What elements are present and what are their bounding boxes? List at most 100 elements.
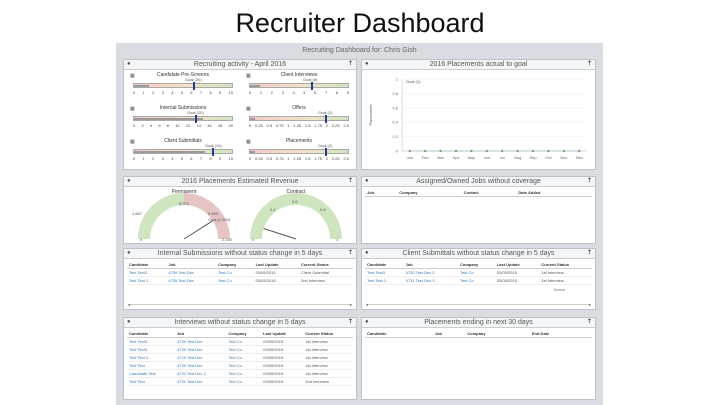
table-row[interactable]: Candidate Test 4730 Test Dev 2 Test Co 03/0… bbox=[127, 369, 353, 378]
table-link[interactable]: Test Test bbox=[127, 361, 175, 370]
table-link[interactable]: Test Co bbox=[226, 353, 262, 362]
table-link[interactable]: 4729 Test Dev bbox=[174, 353, 227, 362]
pin-icon[interactable]: ● bbox=[127, 61, 131, 67]
arrow-up-icon[interactable]: ⇡ bbox=[347, 319, 353, 325]
column-header[interactable]: Job bbox=[403, 261, 459, 269]
data-point bbox=[578, 149, 581, 153]
table-link[interactable]: Test Test 4 bbox=[127, 353, 175, 362]
column-header[interactable]: Candidate bbox=[365, 330, 433, 338]
column-header[interactable]: Contact bbox=[461, 189, 517, 197]
table-link[interactable]: Test Co bbox=[226, 377, 262, 386]
gauge-track bbox=[133, 148, 233, 156]
column-header[interactable]: Candidate bbox=[365, 261, 404, 269]
column-header[interactable]: Current Status bbox=[303, 330, 353, 338]
table-link[interactable]: Test Test bbox=[127, 377, 175, 386]
arrow-up-icon[interactable]: ⇡ bbox=[586, 250, 592, 256]
table-link[interactable]: Test Test3 bbox=[127, 345, 175, 354]
table-link[interactable]: Test Co bbox=[226, 369, 262, 378]
column-header[interactable]: Last Update bbox=[494, 261, 540, 269]
column-header[interactable]: Company bbox=[458, 261, 495, 269]
pin-icon[interactable]: ● bbox=[365, 61, 369, 67]
table-link[interactable]: Candidate Test bbox=[127, 369, 175, 378]
column-header[interactable]: Job bbox=[365, 189, 398, 197]
table-cell: 1st Interview bbox=[303, 361, 353, 370]
pin-icon[interactable]: ● bbox=[365, 178, 369, 184]
table-link[interactable]: Test Test3 bbox=[127, 268, 167, 277]
column-header[interactable]: End Date bbox=[529, 330, 592, 338]
table-link[interactable]: Test Co bbox=[216, 268, 254, 277]
column-header[interactable]: Candidate bbox=[127, 330, 175, 338]
column-header[interactable]: Current Status bbox=[539, 261, 592, 269]
column-header[interactable]: Company bbox=[465, 330, 530, 338]
table-link[interactable]: 4739 Test Dev bbox=[174, 337, 227, 346]
table-link[interactable]: 4739 Test Dev bbox=[166, 268, 217, 277]
column-header[interactable]: Company bbox=[226, 330, 262, 338]
table-link[interactable]: Test Co bbox=[458, 276, 495, 285]
gauge-goal-marker bbox=[212, 148, 215, 156]
column-header[interactable]: Current Status bbox=[298, 261, 353, 269]
gauge-icon[interactable]: ▦ bbox=[130, 139, 135, 145]
gauge-icon[interactable]: ▦ bbox=[246, 139, 251, 145]
arrow-up-icon[interactable]: ⇡ bbox=[586, 178, 592, 184]
arrow-up-icon[interactable]: ⇡ bbox=[586, 61, 592, 67]
table-link[interactable]: 4731 Test Dev 3 bbox=[403, 276, 459, 285]
gauge-icon[interactable]: ▦ bbox=[130, 106, 135, 112]
column-header[interactable]: Last Update bbox=[261, 330, 304, 338]
table-link[interactable]: Test Co bbox=[216, 276, 254, 285]
table-link[interactable]: 4731 Test Dev bbox=[174, 377, 227, 386]
table-cell: 03/05/2015 bbox=[261, 337, 304, 346]
x-tick-label: Aug bbox=[514, 155, 521, 160]
dashboard-title: Recruiting Dashboard for: Chris Gish bbox=[302, 47, 417, 54]
table-link[interactable]: Test Co bbox=[226, 361, 262, 370]
pin-icon[interactable]: ● bbox=[127, 250, 131, 256]
table-row[interactable]: Test Test3 4739 Test Dev Test Co 03/05/2015… bbox=[127, 345, 353, 354]
gauge-icon[interactable]: ▦ bbox=[246, 73, 251, 79]
table-row[interactable]: Test Test3 4739 Test Dev Test Co 03/05/2015… bbox=[127, 268, 353, 277]
table-link[interactable]: Test Test3 bbox=[127, 337, 175, 346]
column-header[interactable]: Last Update bbox=[253, 261, 299, 269]
gauge-icon[interactable]: ▦ bbox=[246, 106, 251, 112]
table-row[interactable]: Test Test3 4730 Test Dev 2 Test Co 03/05/20… bbox=[365, 268, 592, 277]
column-header[interactable]: Company bbox=[397, 189, 462, 197]
table-link[interactable]: 4730 Test Dev 2 bbox=[403, 268, 459, 277]
column-header[interactable]: Job bbox=[432, 330, 466, 338]
pin-icon[interactable]: ● bbox=[127, 319, 131, 325]
column-header[interactable]: Date Added bbox=[516, 189, 592, 197]
arrow-up-icon[interactable]: ⇡ bbox=[586, 319, 592, 325]
table-link[interactable]: 4739 Test Dev bbox=[166, 276, 217, 285]
table-link[interactable]: Test Co bbox=[226, 345, 262, 354]
table-row[interactable]: Test Test 4731 Test Dev Test Co 03/05/2015 2… bbox=[127, 377, 353, 386]
table-link[interactable]: 4739 Test Dev bbox=[174, 361, 227, 370]
arrow-up-icon[interactable]: ⇡ bbox=[347, 250, 353, 256]
horizontal-scrollbar[interactable]: ◂ ▸ bbox=[366, 302, 591, 307]
table-link[interactable]: Test Co bbox=[226, 337, 262, 346]
pin-icon[interactable]: ● bbox=[127, 178, 131, 184]
pin-icon[interactable]: ● bbox=[365, 250, 369, 256]
pin-icon[interactable]: ● bbox=[365, 319, 369, 325]
table-row[interactable]: Test Test 1 4731 Test Dev 3 Test Co 03/05/2… bbox=[365, 276, 592, 285]
status-note: Seeee bbox=[553, 287, 565, 292]
x-tick-label: Nov bbox=[560, 155, 567, 160]
horizontal-scrollbar[interactable]: ◂ ▸ bbox=[128, 302, 352, 307]
column-header[interactable]: Job bbox=[166, 261, 217, 269]
table-row[interactable]: Test Test3 4739 Test Dev Test Co 03/05/2015… bbox=[127, 337, 353, 346]
gauge-icon[interactable]: ▦ bbox=[130, 73, 135, 79]
scale-tick: 1.5 bbox=[304, 156, 311, 161]
table-link[interactable]: Test Test 1 bbox=[127, 276, 167, 285]
table-link[interactable]: 4730 Test Dev 2 bbox=[174, 369, 227, 378]
table-row[interactable]: Test Test 4 4729 Test Dev Test Co 03/05/201… bbox=[127, 353, 353, 362]
table-row[interactable]: Test Test 1 4739 Test Dev Test Co 03/05/201… bbox=[127, 276, 353, 285]
arrow-up-icon[interactable]: ⇡ bbox=[347, 61, 353, 67]
table-link[interactable]: Test Test3 bbox=[365, 268, 404, 277]
column-header[interactable]: Candidate bbox=[127, 261, 167, 269]
column-header[interactable]: Company bbox=[216, 261, 254, 269]
contract-needle bbox=[263, 228, 297, 240]
table-row[interactable]: Test Test 4739 Test Dev Test Co 03/05/2015 1… bbox=[127, 361, 353, 370]
gauge-title: Internal Submissions bbox=[159, 105, 207, 111]
gauge-title: Client Interviews bbox=[280, 72, 318, 78]
table-link[interactable]: Test Co bbox=[458, 268, 495, 277]
arrow-up-icon[interactable]: ⇡ bbox=[347, 178, 353, 184]
table-link[interactable]: Test Test 1 bbox=[365, 276, 404, 285]
table-link[interactable]: 4739 Test Dev bbox=[174, 345, 227, 354]
column-header[interactable]: Job bbox=[174, 330, 227, 338]
